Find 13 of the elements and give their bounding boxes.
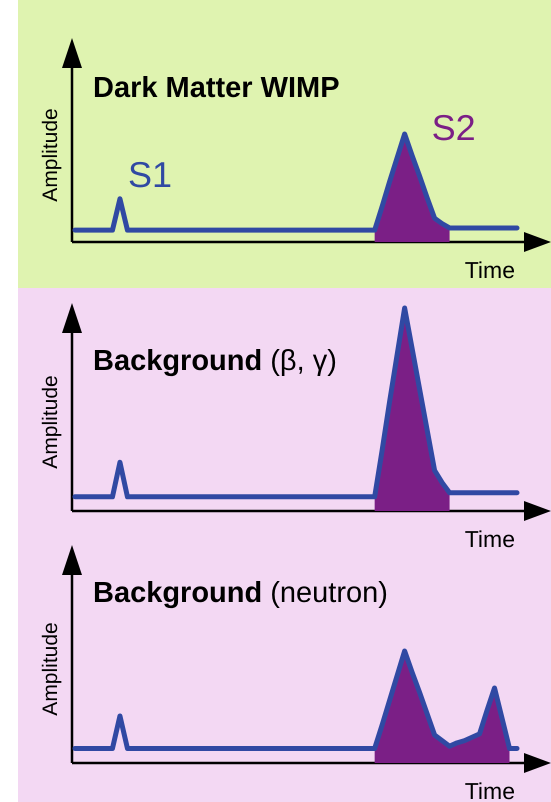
text: Background <box>93 345 262 377</box>
chart-title: Dark Matter WIMP <box>93 72 340 104</box>
annotation: S1 <box>128 154 172 195</box>
annotation: S2 <box>432 107 476 148</box>
chart-subtitle: (neutron) <box>262 577 388 609</box>
y-axis-title: Amplitude <box>39 375 62 469</box>
text: (β, γ) <box>262 345 337 377</box>
x-axis-title: Time <box>464 257 515 283</box>
y-axis-title: Amplitude <box>39 622 62 716</box>
chart-title: Background <box>93 577 262 609</box>
x-axis-title: Time <box>464 778 515 802</box>
x-axis-title: Time <box>464 526 515 552</box>
y-axis-title: Amplitude <box>39 108 62 202</box>
